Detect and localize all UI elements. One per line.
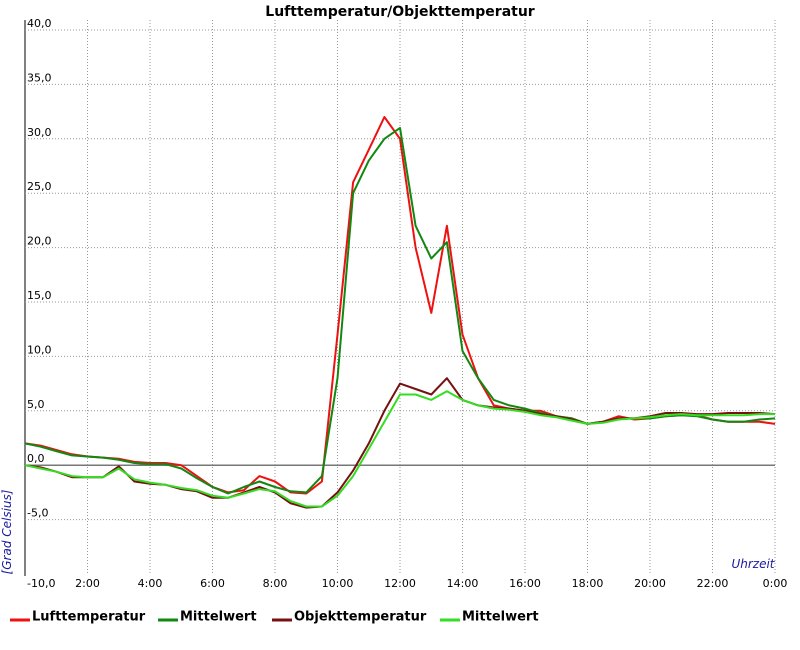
x-tick-label: 14:00 <box>447 577 479 590</box>
chart-title: Lufttemperatur/Objekttemperatur <box>265 4 535 20</box>
x-tick-label: 10:00 <box>322 577 354 590</box>
legend-label: Mittelwert <box>180 610 257 625</box>
series-line <box>24 126 776 495</box>
y-tick-label: 35,0 <box>27 71 52 84</box>
legend-label: Objekttemperatur <box>294 610 427 625</box>
y-tick-label: 30,0 <box>27 126 52 139</box>
series-line <box>24 377 776 509</box>
y-tick-label: -5,0 <box>27 507 48 520</box>
y-tick-label: 5,0 <box>27 398 45 411</box>
x-axis-label: Uhrzeit <box>731 557 775 571</box>
legend-label: Mittelwert <box>462 610 539 625</box>
x-tick-label: 22:00 <box>697 577 729 590</box>
x-tick-label: 2:00 <box>75 577 100 590</box>
y-tick-label: 10,0 <box>27 343 52 356</box>
y-tick-label: 0,0 <box>27 452 45 465</box>
y-tick-label: 20,0 <box>27 235 52 248</box>
x-tick-label: 12:00 <box>384 577 416 590</box>
y-tick-label: 15,0 <box>27 289 52 302</box>
x-tick-label: 16:00 <box>509 577 541 590</box>
x-tick-label: 0:00 <box>763 577 788 590</box>
series-line <box>24 390 775 508</box>
y-axis-label: [Grad Celsius] <box>0 489 14 574</box>
x-tick-label: 4:00 <box>138 577 163 590</box>
x-tick-label: 6:00 <box>200 577 225 590</box>
x-tick-label: 18:00 <box>572 577 604 590</box>
y-tick-label: 25,0 <box>27 180 52 193</box>
y-tick-label: -10,0 <box>27 577 55 590</box>
x-tick-label: 8:00 <box>263 577 288 590</box>
legend-label: Lufttemperatur <box>32 610 146 625</box>
x-tick-label: 20:00 <box>634 577 666 590</box>
y-tick-label: 40,0 <box>27 17 52 30</box>
